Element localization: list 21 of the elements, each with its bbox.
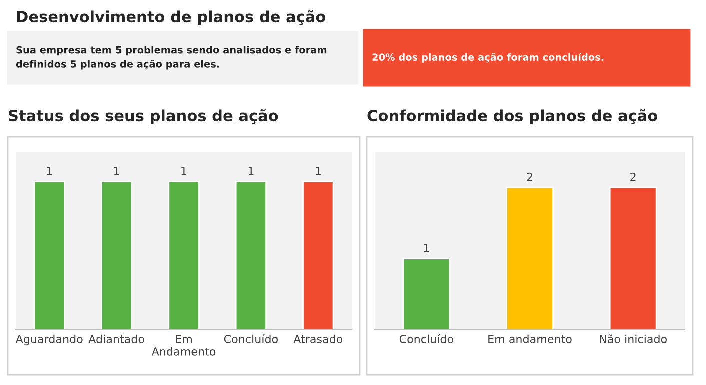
x-tick-label: Aguardando bbox=[16, 334, 83, 346]
chart-title: Status dos seus planos de ação bbox=[9, 109, 278, 125]
text: Desenvolvimento de planos de ação bbox=[17, 10, 326, 26]
data-label: 1 bbox=[424, 244, 430, 252]
x-tick-label: Não iniciado bbox=[600, 334, 667, 344]
data-label: 1 bbox=[47, 167, 52, 176]
data-label: 1 bbox=[114, 167, 120, 176]
data-label: 2 bbox=[630, 172, 636, 182]
data-label: 1 bbox=[248, 167, 254, 176]
data-label: 1 bbox=[316, 167, 321, 176]
chart-title: Conformidade dos planos de ação bbox=[368, 109, 658, 125]
data-label: 1 bbox=[182, 167, 187, 176]
x-tick-label: Concluído bbox=[400, 334, 454, 344]
x-tick-label: Atrasado bbox=[294, 334, 343, 344]
x-tick-label: Concluído bbox=[224, 334, 278, 344]
text: Sua empresa tem 5 problemas sendo analisados e foram definidos 5 planos de ação para eles. bbox=[16, 46, 327, 70]
x-tick-label: Adiantado bbox=[88, 334, 144, 344]
text: 20% dos planos de ação foram concluídos. bbox=[372, 53, 604, 63]
x-tick-label: Em andamento bbox=[488, 334, 572, 344]
x-tick-label: Em Andamento bbox=[152, 335, 216, 356]
data-label: 2 bbox=[527, 172, 532, 182]
